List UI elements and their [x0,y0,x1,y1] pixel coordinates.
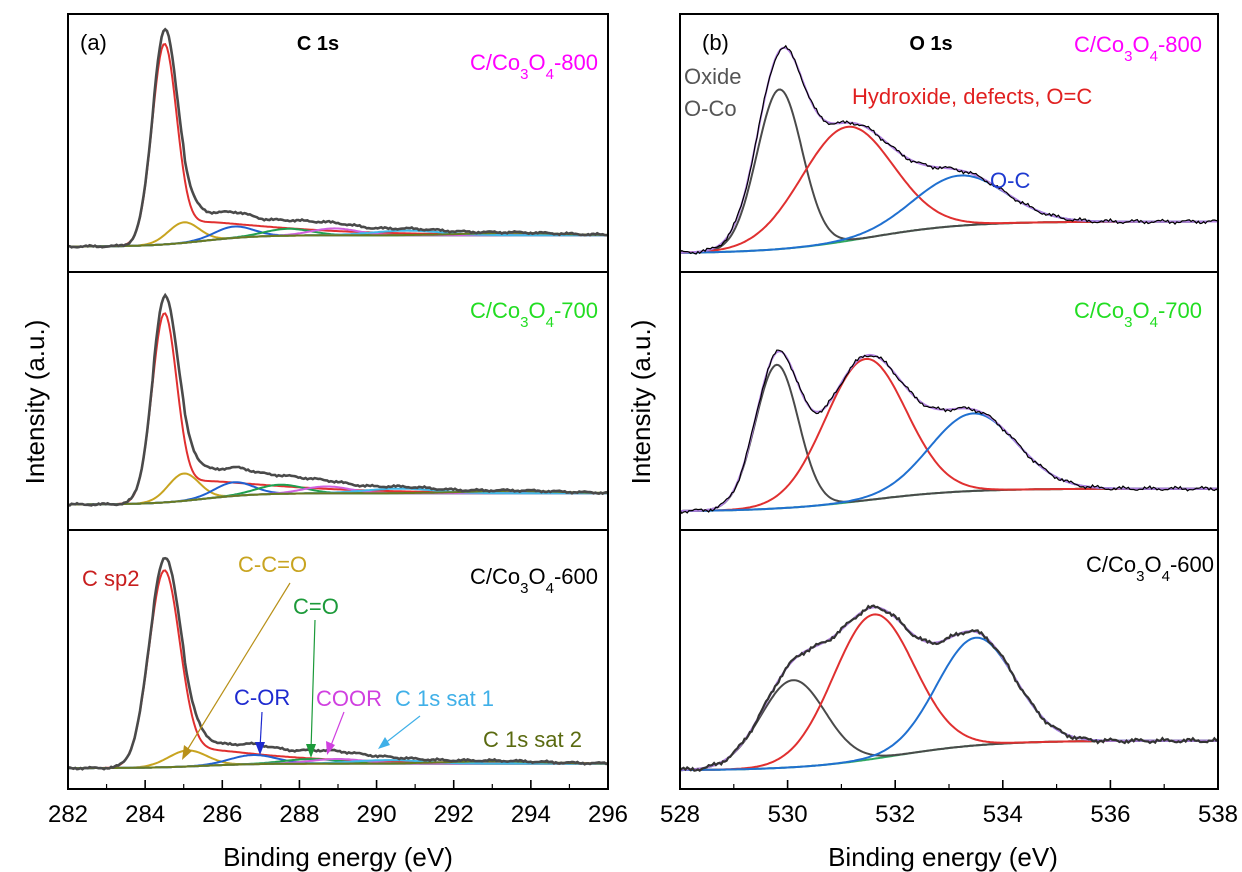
c1s-y-axis-label: Intensity (a.u.) [20,320,50,485]
o1s-fit-envelope-c-co3o4-700 [680,350,1218,512]
c1s-tick-label-286: 286 [202,801,242,828]
o1s-tick-label-538: 538 [1198,801,1238,828]
o1s-y-axis-label: Intensity (a.u.) [626,320,656,485]
c1s-sample-label-800: C/Co3O4-800 [470,50,598,83]
o1s-tick-label-532: 532 [875,801,915,828]
c1s-x-axis-label: Binding energy (eV) [223,842,453,872]
c-or-arrowhead [255,742,265,755]
c1s-x-ticks: 282 284 286 288 290 292 294 296 [48,780,628,828]
c1s-tick-label-288: 288 [279,801,319,828]
c1s-tick-label-290: 290 [357,801,397,828]
o1s-component-o-c-c-co3o4-700 [680,412,1218,512]
o1s-component-hydroxide-defects-o-c-c-co3o4-800 [679,125,1218,254]
c1s-tick-label-296: 296 [588,801,628,828]
c1s-curves [67,27,609,771]
oxide-label: Oxide [684,64,741,89]
sat1-arrowhead [378,737,390,749]
hydroxide-label: Hydroxide, defects, O=C [852,84,1092,109]
c-sp2-label: C sp2 [82,566,139,591]
o1s-curves [679,44,1219,772]
o1s-x-ticks: 528 530 532 534 536 538 [660,780,1238,828]
c1s-tick-label-282: 282 [48,801,88,828]
o1s-title: O 1s [909,33,952,55]
c-c-o-arrow [185,582,291,753]
o1s-sample-label-700: C/Co3O4-700 [1074,298,1202,331]
c-o-label: C=O [293,594,339,619]
c1s-tick-label-284: 284 [125,801,165,828]
o1s-raw-data-c-co3o4-800 [679,44,1219,255]
c1s-envelope-c-co3o4-600 [67,556,609,771]
c-c-o-arrowhead [182,745,192,760]
o1s-raw-data-c-co3o4-600 [679,604,1219,772]
c1s-tick-label-292: 292 [434,801,474,828]
o1s-component-o-c-c-co3o4-800 [680,174,1218,254]
o1s-component-oxide-o-co-c-co3o4-600 [679,679,1218,771]
c1s-axes-frame [67,13,609,790]
c1s-panel-label: (a) [80,30,107,55]
sat1-label: C 1s sat 1 [395,686,494,711]
o1s-x-axis-label: Binding energy (eV) [828,842,1058,872]
c1s-sample-label-700: C/Co3O4-700 [470,298,598,331]
c-c-o-label: C-C=O [238,552,307,577]
o1s-sample-label-600: C/Co3O4-600 [1086,552,1214,585]
sat1-arrow [383,715,421,745]
o1s-tick-label-528: 528 [660,801,700,828]
coor-arrowhead [326,741,335,755]
coor-label: COOR [316,686,382,711]
c1s-annotation-arrows [182,582,421,760]
c1s-title: C 1s [297,33,339,55]
o1s-panel: 528 530 532 534 536 538 (b) O 1s C/Co3O4-800 … [626,13,1238,872]
c1s-envelope-c-co3o4-800 [67,27,608,249]
o1s-raw-data-c-co3o4-700 [679,349,1219,515]
c-or-label: C-OR [234,685,290,710]
c1s-panel: 282 284 286 288 290 292 294 296 (a) C 1s C/Co3O… [20,13,628,872]
coor-arrow [329,711,345,749]
o1s-fit-envelope-c-co3o4-800 [680,46,1218,254]
o1s-panel-label: (b) [702,30,729,55]
o1s-sample-label-800: C/Co3O4-800 [1074,32,1202,65]
c1s-envelope-c-co3o4-700 [67,292,609,507]
o1s-tick-label-530: 530 [768,801,808,828]
c-o-arrow [310,619,316,751]
o1s-component-o-c-c-co3o4-600 [680,636,1218,772]
o-co-label: O-Co [684,96,737,121]
c-o-arrowhead [306,744,316,758]
o1s-tick-label-536: 536 [1090,801,1130,828]
o1s-tick-label-534: 534 [983,801,1023,828]
c1s-sample-label-600: C/Co3O4-600 [470,564,598,597]
o1s-fit-envelope-c-co3o4-600 [679,606,1218,771]
o-c-label: O-C [990,168,1030,193]
sat2-label: C 1s sat 2 [483,727,582,752]
c1s-tick-label-294: 294 [511,801,551,828]
